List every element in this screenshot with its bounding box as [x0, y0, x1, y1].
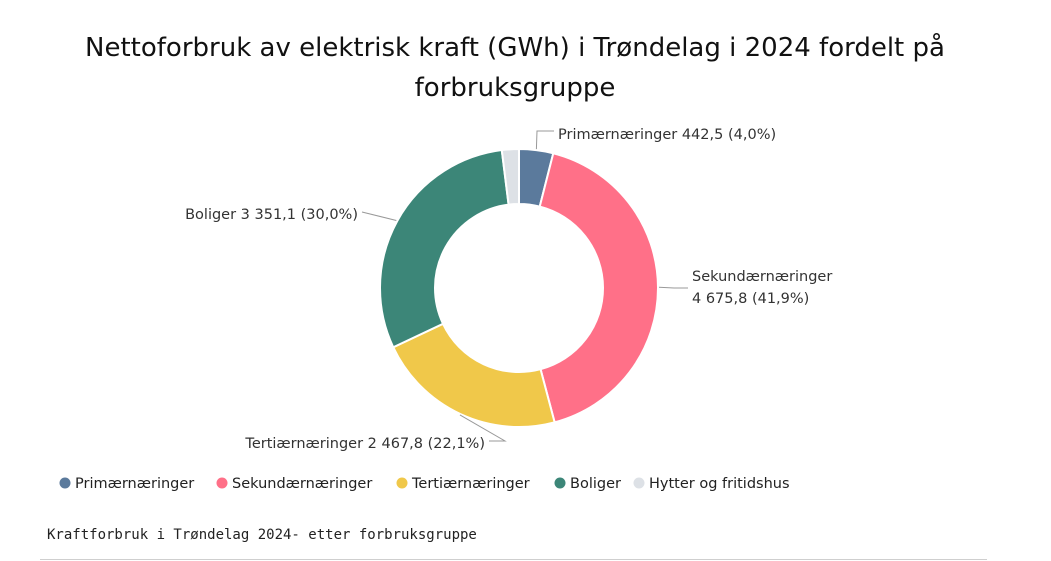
legend-marker-primaernaeringer — [59, 477, 71, 489]
legend-marker-boliger — [554, 477, 566, 489]
legend-label-hytter-og-fritidshus: Hytter og fritidshus — [649, 476, 790, 492]
slice-label-tertiaernaeringer: Tertiærnæringer 2 467,8 (22,1%) — [244, 436, 485, 452]
legend-marker-tertiaernaeringer — [396, 477, 408, 489]
leader-line-boliger — [361, 211, 397, 221]
slice-label-sekundaernaeringer: Sekundærnæringer 4 675,8 (41,9%) — [692, 269, 832, 307]
chart-title: Nettoforbruk av elektrisk kraft (GWh) i … — [85, 33, 945, 103]
slice-hytter-og-fritidshus — [500, 147, 520, 206]
legend-label-sekundaernaeringer: Sekundærnæringer — [232, 476, 372, 492]
slice-label-boliger: Boliger 3 351,1 (30,0%) — [185, 207, 358, 223]
slice-tertiaernaeringer — [391, 322, 556, 428]
leader-line-tertiaernaeringer — [459, 414, 507, 442]
caption-divider — [40, 559, 987, 560]
legend-marker-hytter-og-fritidshus — [633, 477, 645, 489]
leader-line-sekundaernaeringer — [658, 286, 688, 289]
leader-line-primaernaeringer — [535, 130, 554, 150]
legend-label-boliger: Boliger — [570, 476, 621, 492]
legend-marker-sekundaernaeringer — [216, 477, 228, 489]
figure-caption: Kraftforbruk i Trøndelag 2024- etter for… — [47, 527, 477, 543]
legend-label-tertiaernaeringer: Tertiærnæringer — [411, 476, 530, 492]
slice-label-primaernaeringer: Primærnæringer 442,5 (4,0%) — [558, 127, 776, 143]
legend-label-primaernaeringer: Primærnæringer — [75, 476, 194, 492]
slice-boliger — [379, 148, 510, 349]
slice-sekundaernaeringer — [538, 152, 659, 424]
